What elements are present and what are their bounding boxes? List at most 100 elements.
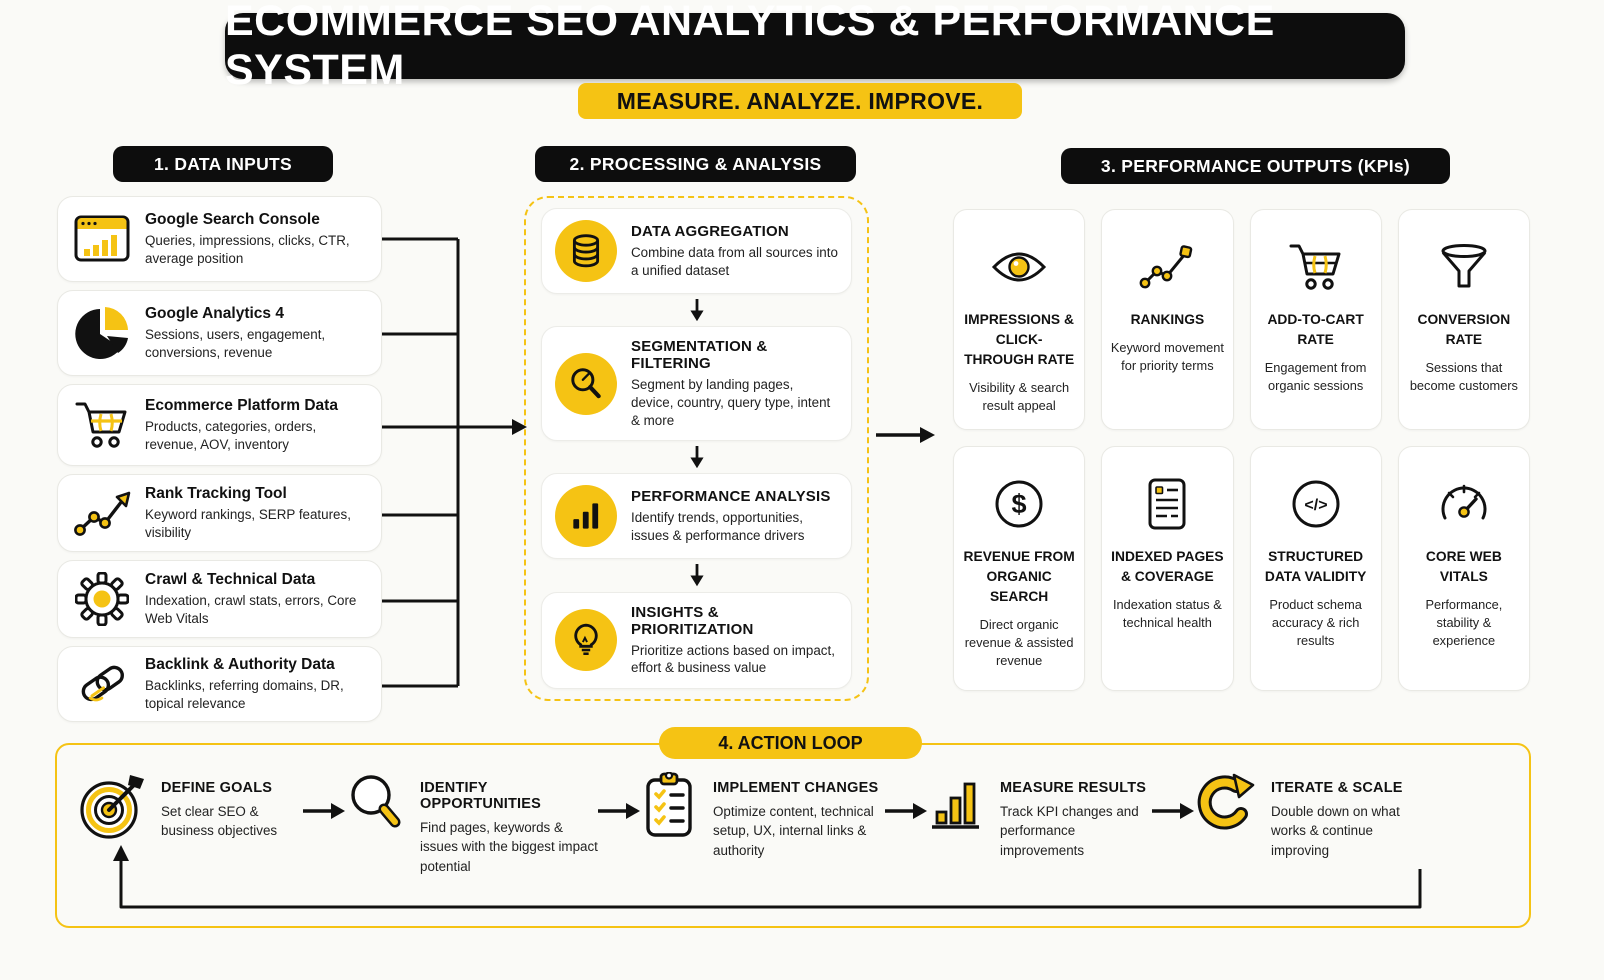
kpi-desc: Direct organic revenue & assisted revenu… xyxy=(964,617,1074,669)
process-step-desc: Identify trends, opportunities, issues &… xyxy=(631,510,805,543)
loop-step-title: IDENTIFY OPPORTUNITIES xyxy=(420,780,542,812)
input-card-title: Google Search Console xyxy=(145,210,320,228)
kpi-card-structured-data: </> STRUCTURED DATA VALIDITY Product sch… xyxy=(1249,446,1382,691)
rank-trend-icon xyxy=(72,488,132,538)
kpi-title: ADD-TO-CART RATE xyxy=(1267,312,1364,347)
input-card-desc: Keyword rankings, SERP features, visibil… xyxy=(145,506,351,540)
kpi-title: STRUCTURED DATA VALIDITY xyxy=(1264,549,1367,584)
loop-step-desc: Optimize content, technical setup, UX, i… xyxy=(713,804,874,858)
input-card-title: Rank Tracking Tool xyxy=(145,484,287,502)
down-arrow-icon xyxy=(689,564,704,587)
data-inputs-column: Google Search Console Queries, impressio… xyxy=(57,196,382,722)
right-arrow-icon xyxy=(1152,803,1194,819)
down-arrow-icon xyxy=(689,446,704,469)
kpi-title: INDEXED PAGES & COVERAGE xyxy=(1111,549,1224,584)
target-icon xyxy=(78,772,146,847)
clipboard-checklist-icon xyxy=(640,771,698,845)
magnifier-icon xyxy=(555,352,617,415)
input-card-title: Backlink & Authority Data xyxy=(145,655,335,673)
trend-line-icon xyxy=(1139,236,1195,298)
input-card-desc: Queries, impressions, clicks, CTR, avera… xyxy=(145,232,350,266)
kpi-outputs-grid: IMPRESSIONS & CLICK-THROUGH RATE Visibil… xyxy=(953,209,1530,691)
input-card-desc: Sessions, users, engagement, conversions… xyxy=(145,326,326,360)
loop-step-title: MEASURE RESULTS xyxy=(1000,780,1147,796)
process-step-desc: Segment by landing pages, device, countr… xyxy=(631,377,831,428)
lightbulb-icon xyxy=(555,609,617,672)
kpi-desc: Keyword movement for priority terms xyxy=(1110,340,1224,374)
loop-step-define-goals: DEFINE GOALS Set clear SEO & business ob… xyxy=(78,770,303,847)
action-loop-heading: 4. ACTION LOOP xyxy=(659,727,922,759)
action-loop-steps: DEFINE GOALS Set clear SEO & business ob… xyxy=(78,770,1518,876)
input-card-ga4: Google Analytics 4 Sessions, users, enga… xyxy=(57,290,382,376)
analytics-pie-icon xyxy=(72,306,132,360)
kpi-desc: Product schema accuracy & rich results xyxy=(1269,597,1362,649)
inputs-merge-connector xyxy=(382,237,527,688)
kpi-desc: Visibility & search result appeal xyxy=(969,380,1070,414)
dollar-circle-icon: $ xyxy=(993,473,1045,535)
kpi-card-rankings: RANKINGS Keyword movement for priority t… xyxy=(1101,209,1234,430)
kpi-desc: Engagement from organic sessions xyxy=(1264,360,1367,394)
shopping-cart-icon xyxy=(72,399,132,451)
right-arrow-icon xyxy=(303,803,345,819)
process-step-desc: Combine data from all sources into a uni… xyxy=(631,244,838,278)
input-card-title: Crawl & Technical Data xyxy=(145,570,316,588)
process-step-desc: Prioritize actions based on impact, effo… xyxy=(631,642,835,676)
input-card-desc: Products, categories, orders, revenue, A… xyxy=(145,418,317,452)
input-card-crawl-technical: Crawl & Technical Data Indexation, crawl… xyxy=(57,560,382,638)
right-arrow-icon xyxy=(885,803,927,819)
kpi-desc: Performance, stability & experience xyxy=(1425,597,1503,649)
code-circle-icon: </> xyxy=(1290,473,1342,535)
kpi-card-impressions-ctr: IMPRESSIONS & CLICK-THROUGH RATE Visibil… xyxy=(953,209,1086,430)
kpi-card-indexed-pages: INDEXED PAGES & COVERAGE Indexation stat… xyxy=(1101,446,1234,691)
loop-step-title: DEFINE GOALS xyxy=(161,780,273,796)
loop-step-title: IMPLEMENT CHANGES xyxy=(713,780,879,796)
loop-step-desc: Find pages, keywords & issues with the b… xyxy=(420,820,598,874)
input-card-search-console: Google Search Console Queries, impressio… xyxy=(57,196,382,282)
bar-chart-icon xyxy=(555,485,617,548)
section-heading-data-inputs: 1. DATA INPUTS xyxy=(113,146,333,182)
magnifier-icon xyxy=(345,772,405,841)
process-step-title: SEGMENTATION & FILTERING xyxy=(631,338,768,373)
funnel-icon xyxy=(1436,236,1492,298)
kpi-card-revenue: $ REVENUE FROM ORGANIC SEARCH Direct org… xyxy=(953,446,1086,691)
kpi-card-conversion: CONVERSION RATE Sessions that become cus… xyxy=(1397,209,1530,430)
kpi-card-core-web-vitals: CORE WEB VITALS Performance, stability &… xyxy=(1397,446,1530,691)
cart-icon xyxy=(1287,236,1345,298)
eye-icon xyxy=(990,236,1048,298)
input-card-desc: Backlinks, referring domains, DR, topica… xyxy=(145,677,344,711)
kpi-desc: Indexation status & technical health xyxy=(1112,597,1222,631)
loop-step-desc: Track KPI changes and performance improv… xyxy=(1000,804,1139,858)
kpi-card-add-to-cart: ADD-TO-CART RATE Engagement from organic… xyxy=(1249,209,1382,430)
process-step-title: DATA AGGREGATION xyxy=(631,222,789,240)
kpi-desc: Sessions that become customers xyxy=(1409,360,1518,394)
section-heading-processing: 2. PROCESSING & ANALYSIS xyxy=(535,146,856,182)
process-step-segmentation: SEGMENTATION & FILTERING Segment by land… xyxy=(541,326,852,442)
page-title: ECOMMERCE SEO ANALYTICS & PERFORMANCE SY… xyxy=(225,0,1405,94)
process-step-title: INSIGHTS & PRIORITIZATION xyxy=(631,603,754,638)
bar-chart-icon xyxy=(927,772,985,839)
input-card-rank-tracking: Rank Tracking Tool Keyword rankings, SER… xyxy=(57,474,382,552)
loop-step-desc: Set clear SEO & business objectives xyxy=(161,804,278,839)
kpi-title: CONVERSION RATE xyxy=(1417,312,1511,347)
kpi-title: IMPRESSIONS & CLICK-THROUGH RATE xyxy=(964,312,1075,367)
process-step-aggregation: DATA AGGREGATION Combine data from all s… xyxy=(541,208,852,294)
process-step-insights: INSIGHTS & PRIORITIZATION Prioritize act… xyxy=(541,591,852,689)
refresh-loop-icon xyxy=(1194,772,1256,839)
loop-step-iterate-scale: ITERATE & SCALE Double down on what work… xyxy=(1194,770,1421,860)
input-card-desc: Indexation, crawl stats, errors, Core We… xyxy=(145,592,357,626)
process-step-title: PERFORMANCE ANALYSIS xyxy=(631,488,831,506)
down-arrow-icon xyxy=(689,299,704,322)
input-card-backlink: Backlink & Authority Data Backlinks, ref… xyxy=(57,646,382,722)
database-icon xyxy=(555,220,617,282)
input-card-title: Ecommerce Platform Data xyxy=(145,396,338,414)
loop-step-measure-results: MEASURE RESULTS Track KPI changes and pe… xyxy=(927,770,1152,860)
input-card-ecommerce: Ecommerce Platform Data Products, catego… xyxy=(57,384,382,466)
input-card-title: Google Analytics 4 xyxy=(145,304,284,322)
process-step-analysis: PERFORMANCE ANALYSIS Identify trends, op… xyxy=(541,473,852,560)
search-console-window-icon xyxy=(72,214,132,264)
section-heading-outputs: 3. PERFORMANCE OUTPUTS (KPIs) xyxy=(1061,148,1450,184)
link-chain-icon xyxy=(72,660,132,708)
svg-text:$: $ xyxy=(1012,489,1027,519)
processing-to-outputs-arrow xyxy=(876,427,935,443)
